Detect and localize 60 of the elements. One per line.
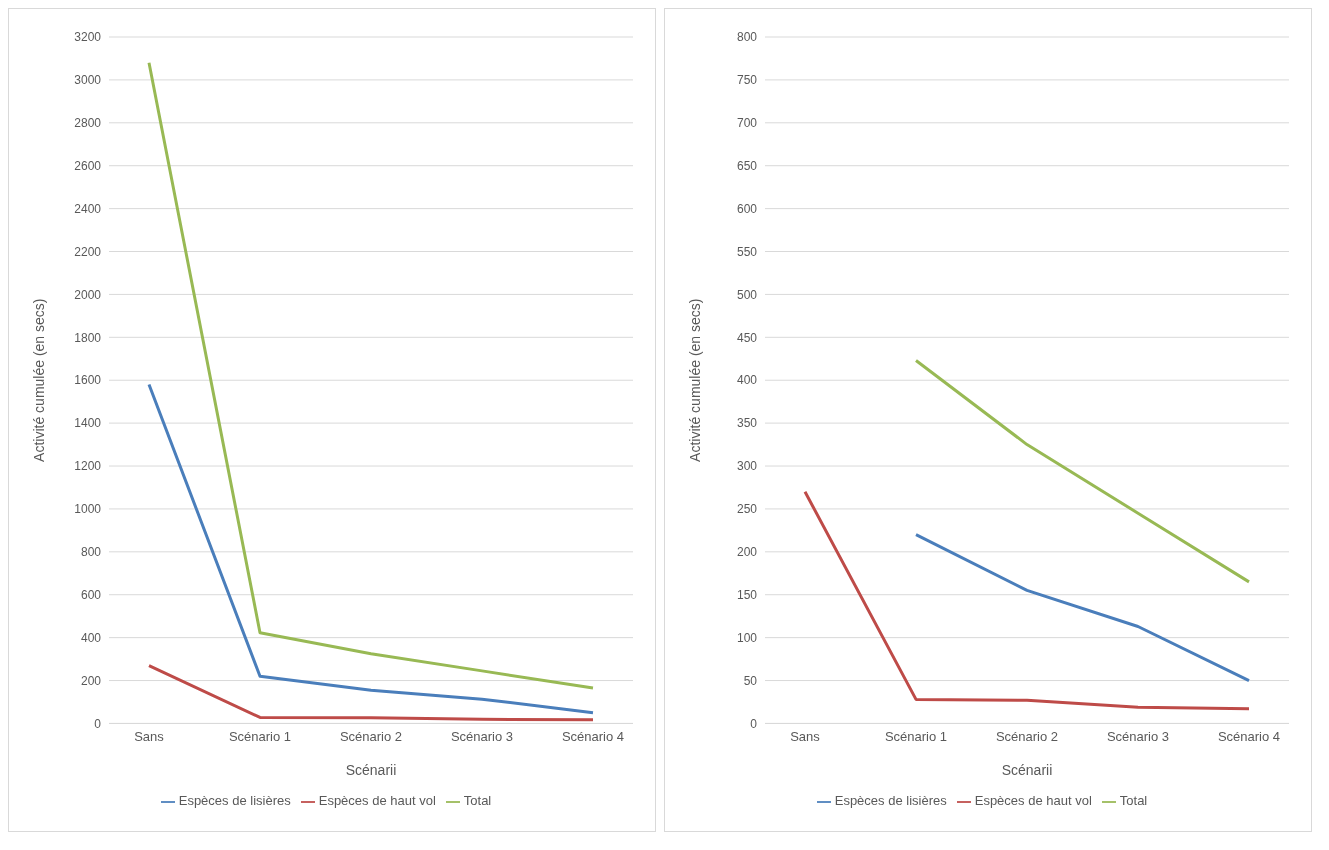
line-series: [147, 664, 595, 722]
y-tick-label: 2600: [74, 158, 102, 173]
y-tick-label: 2800: [74, 116, 102, 131]
y-tick-label: 50: [743, 673, 758, 688]
legend-label: Espèces de lisières: [834, 793, 947, 809]
x-tick-label: Sans: [134, 728, 165, 744]
y-tick-label: 2400: [74, 201, 102, 216]
line-series: [147, 61, 595, 690]
y-tick-label: 400: [80, 630, 102, 645]
y-tick-label: 2200: [74, 244, 102, 259]
legend-label: Total: [463, 793, 492, 809]
x-tick-label: Scénario 1: [228, 728, 292, 744]
y-tick-label: 600: [80, 587, 102, 602]
y-tick-label: 300: [736, 459, 758, 474]
y-axis-title: Activité cumulée (en secs): [30, 298, 47, 462]
y-tick-label: 1200: [74, 459, 102, 474]
x-tick-label: Scénario 3: [1106, 728, 1170, 744]
x-tick-label: Scénario 2: [339, 728, 403, 744]
y-tick-label: 450: [736, 330, 758, 345]
y-tick-label: 1000: [74, 502, 102, 517]
y-tick-label: 600: [736, 201, 758, 216]
legend-label: Espèces de haut vol: [318, 793, 436, 809]
y-tick-label: 200: [80, 673, 102, 688]
x-tick-label: Scénario 4: [1217, 728, 1281, 744]
y-tick-label: 350: [736, 416, 758, 431]
line-series: [803, 490, 1251, 711]
y-tick-label: 0: [94, 716, 102, 731]
y-tick-label: 400: [736, 373, 758, 388]
x-tick-label: Scénario 3: [450, 728, 514, 744]
legend-label: Espèces de lisières: [178, 793, 291, 809]
y-tick-label: 750: [736, 73, 758, 88]
y-tick-label: 1800: [74, 330, 102, 345]
y-tick-label: 3000: [74, 73, 102, 88]
x-axis-title: Scénarii: [1001, 762, 1053, 779]
y-tick-label: 100: [736, 630, 758, 645]
y-axis-title: Activité cumulée (en secs): [686, 298, 703, 462]
x-tick-label: Scénario 1: [884, 728, 948, 744]
x-axis-title: Scénarii: [345, 762, 397, 779]
line-series: [147, 383, 595, 715]
x-tick-label: Sans: [790, 728, 821, 744]
x-tick-label: Scénario 2: [995, 728, 1059, 744]
y-tick-label: 1400: [74, 416, 102, 431]
y-tick-label: 250: [736, 502, 758, 517]
y-tick-label: 2000: [74, 287, 102, 302]
y-tick-label: 0: [750, 716, 758, 731]
line-series: [914, 358, 1251, 584]
y-tick-label: 800: [80, 545, 102, 560]
y-tick-label: 550: [736, 244, 758, 259]
y-tick-label: 650: [736, 158, 758, 173]
x-tick-label: Scénario 4: [561, 728, 625, 744]
legend-label: Espèces de haut vol: [974, 793, 1092, 809]
y-tick-label: 1600: [74, 373, 102, 388]
y-tick-label: 500: [736, 287, 758, 302]
y-tick-label: 700: [736, 116, 758, 131]
legend-label: Total: [1119, 793, 1148, 809]
y-tick-label: 150: [736, 587, 758, 602]
line-series: [914, 533, 1251, 683]
y-tick-label: 800: [736, 30, 758, 45]
y-tick-label: 3200: [74, 30, 102, 45]
y-tick-label: 200: [736, 545, 758, 560]
